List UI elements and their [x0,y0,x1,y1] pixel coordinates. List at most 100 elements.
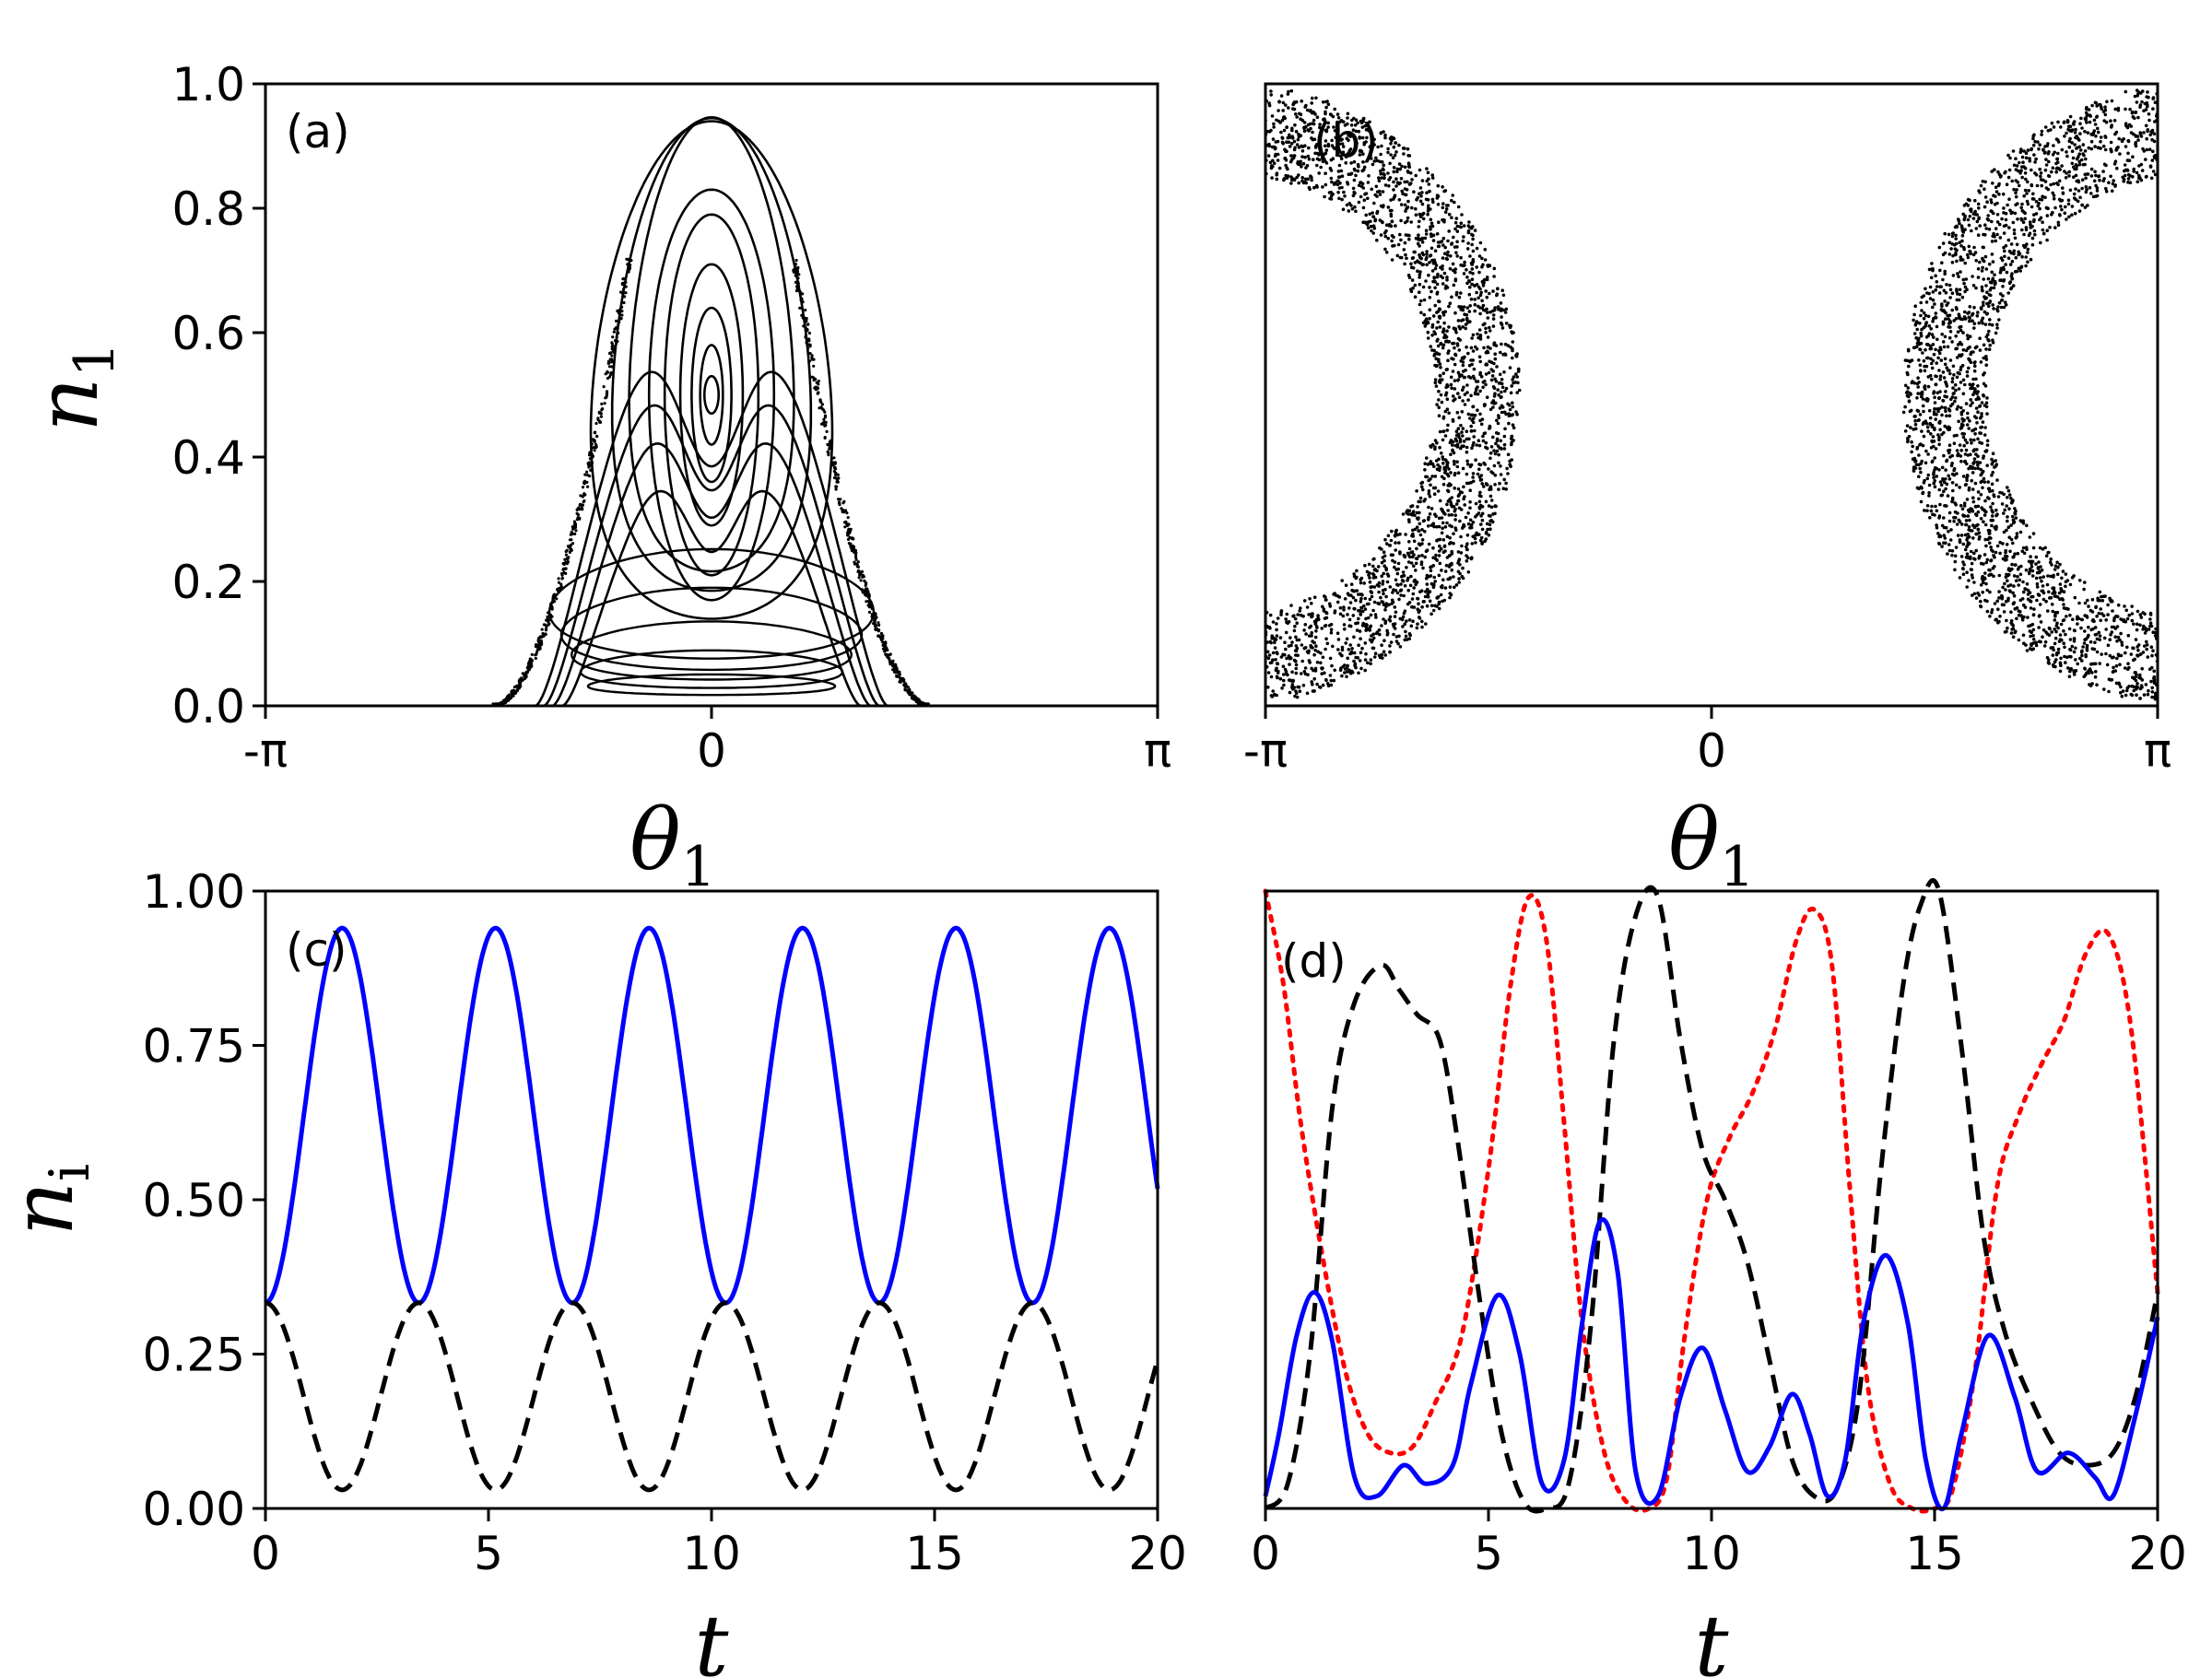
scatter-point [1333,129,1337,133]
scatter-point [1456,471,1461,475]
scatter-point [1401,147,1406,150]
scatter-point [1323,616,1327,620]
scatter-point [2044,599,2048,604]
scatter-point [1465,559,1469,563]
scatter-point [1484,350,1488,355]
scatter-point [1403,203,1407,207]
scatter-point [1394,548,1397,552]
scatter-point [1337,163,1342,168]
scatter-point [1306,177,1310,182]
scatter-point [1441,526,1444,531]
scatter-point [621,277,625,281]
scatter-point [1466,224,1471,228]
scatter-point [1430,289,1433,294]
scatter-point [1438,445,1441,450]
scatter-point [1468,254,1472,258]
scatter-point [1248,662,1252,665]
scatter-point [588,452,592,455]
scatter-point [1258,107,1262,111]
scatter-point [1448,554,1452,557]
scatter-point [1256,637,1260,640]
scatter-point [1453,526,1457,530]
scatter-point [1386,171,1390,175]
scatter-point [2086,598,2089,603]
scatter-point [1352,167,1357,171]
scatter-point [1269,694,1274,698]
scatter-point [1368,120,1371,124]
scatter-point [1462,224,1466,228]
scatter-point [1359,149,1364,154]
scatter-point [1423,468,1427,472]
scatter-point [1362,141,1367,145]
scatter-point [1423,236,1428,241]
scatter-point [1406,161,1411,165]
orbit-curve [647,188,776,602]
scatter-point [2134,144,2138,148]
scatter-point [1500,390,1503,394]
scatter-point [1408,170,1413,175]
scatter-point [2018,171,2022,175]
scatter-point [2126,138,2130,143]
scatter-point [1493,357,1498,361]
scatter-point [1272,692,1277,697]
scatter-point [2002,511,2006,515]
scatter-point [2160,168,2164,171]
scatter-point [895,668,899,672]
scatter-point [1447,565,1452,569]
scatter-point [1429,217,1433,222]
scatter-point [1441,311,1445,314]
scatter-point [1947,510,1952,515]
scatter-point [1469,393,1473,398]
scatter-point [2140,666,2144,671]
scatter-point [2053,226,2057,229]
scatter-point [2064,584,2067,589]
scatter-point [1427,489,1431,493]
scatter-point [1294,663,1299,667]
scatter-point [1420,179,1425,182]
scatter-point [2117,136,2121,141]
scatter-point [1248,638,1252,641]
scatter-point [1944,409,1947,414]
scatter-point [1349,161,1353,165]
scatter-point [1485,307,1488,311]
scatter-point [1437,457,1441,462]
scatter-point [1335,120,1339,124]
scatter-point [1438,429,1442,434]
scatter-point [1440,516,1444,520]
scatter-point [1425,263,1429,267]
scatter-point [1414,569,1418,572]
scatter-point [2169,631,2172,635]
scatter-point [615,335,618,339]
scatter-point [544,628,548,632]
scatter-point [1321,604,1324,609]
scatter-point [1405,206,1408,211]
scatter-point [1485,277,1489,282]
scatter-point [535,651,539,654]
scatter-point [1386,574,1391,578]
scatter-point [1435,232,1440,236]
scatter-point [1446,239,1450,243]
scatter-point [2104,190,2109,194]
scatter-point [2060,147,2065,152]
scatter-point [1465,459,1469,464]
scatter-point [1452,532,1455,535]
scatter-point [1359,581,1363,585]
scatter-point [599,415,604,418]
scatter-point [1364,616,1368,621]
scatter-point [2092,179,2097,183]
scatter-point [1418,510,1421,515]
scatter-point [1496,388,1500,392]
scatter-point [1473,392,1477,396]
scatter-point [1297,146,1301,149]
scatter-point [1351,589,1356,593]
scatter-point [1445,397,1450,402]
scatter-point [590,452,594,456]
scatter-point [1975,314,1980,318]
scatter-point [2033,232,2037,237]
scatter-point [1445,276,1449,279]
scatter-point [1270,176,1274,180]
scatter-point [2023,171,2028,175]
scatter-point [1418,244,1421,248]
scatter-point [1470,362,1474,367]
scatter-point [1483,539,1487,544]
